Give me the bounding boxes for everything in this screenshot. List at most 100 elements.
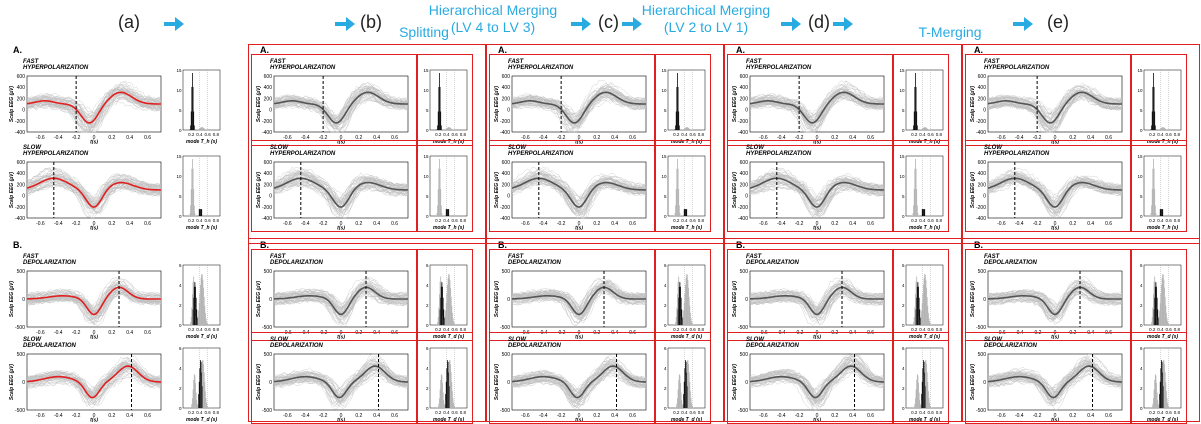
x-axis-label: t(s) bbox=[90, 226, 98, 231]
hist-y-tick-label: 10 bbox=[176, 174, 182, 179]
hist-y-tick-label: 10 bbox=[176, 88, 182, 93]
y-tick-label: 0 bbox=[22, 380, 25, 386]
hist-frame bbox=[183, 156, 220, 216]
right-arrow-icon bbox=[833, 17, 853, 31]
y-tick-label: 200 bbox=[17, 96, 26, 102]
x-tick-label: -0.4 bbox=[54, 330, 63, 336]
y-tick-label: -200 bbox=[15, 119, 25, 125]
y-tick-label: 400 bbox=[17, 171, 26, 177]
y-tick-label: -500 bbox=[15, 325, 25, 331]
stage-label-2: (c) bbox=[598, 12, 619, 33]
right-arrow-icon bbox=[164, 17, 184, 31]
hist-x-tick-label: 0.8 bbox=[213, 218, 220, 223]
y-tick-label: 500 bbox=[17, 352, 26, 358]
right-arrow-icon bbox=[1013, 17, 1033, 31]
hist-x-tick-label: 0.4 bbox=[196, 132, 203, 137]
right-arrow-icon bbox=[622, 17, 642, 31]
hist-bar-black bbox=[201, 209, 202, 216]
cluster-group-box-b bbox=[486, 238, 724, 422]
hist-x-tick-label: 0.6 bbox=[205, 410, 212, 415]
hist-y-tick-label: 2 bbox=[179, 303, 182, 308]
x-tick-label: 0.2 bbox=[108, 413, 115, 419]
stage-label-3: (d) bbox=[808, 12, 830, 33]
y-axis-label: Scalp EEG (µV) bbox=[9, 172, 15, 209]
x-tick-label: -0.4 bbox=[54, 221, 63, 227]
x-tick-label: 0.4 bbox=[126, 221, 133, 227]
x-axis-label: t(s) bbox=[90, 140, 98, 145]
x-tick-label: -0.2 bbox=[72, 330, 81, 336]
hist-x-tick-label: 0.6 bbox=[205, 218, 212, 223]
hist-x-tick-label: 0.4 bbox=[196, 410, 203, 415]
hist-x-tick-label: 0.8 bbox=[213, 132, 220, 137]
hist-x-tick-label: 0.4 bbox=[196, 218, 203, 223]
y-tick-label: 0 bbox=[22, 297, 25, 303]
hist-bar-gray bbox=[195, 215, 196, 216]
hist-y-tick-label: 4 bbox=[179, 366, 182, 371]
right-arrow-icon bbox=[781, 17, 801, 31]
step-label-1: Hierarchical Merging (LV 4 to LV 3) bbox=[428, 2, 558, 36]
hist-x-tick-label: 0.2 bbox=[188, 218, 195, 223]
hist-y-tick-label: 15 bbox=[176, 154, 182, 159]
y-tick-label: 600 bbox=[17, 160, 26, 166]
hist-x-tick-label: 0.6 bbox=[205, 132, 212, 137]
y-axis-label: Scalp EEG (µV) bbox=[9, 364, 15, 401]
cluster-group-box-b bbox=[724, 238, 962, 422]
hist-y-tick-label: 4 bbox=[179, 283, 182, 288]
hist-x-axis-label: mode T_h (s) bbox=[186, 225, 217, 230]
hist-bar-black bbox=[194, 125, 195, 130]
x-tick-label: -0.2 bbox=[72, 413, 81, 419]
y-axis-label: Scalp EEG (µV) bbox=[9, 281, 15, 318]
x-tick-label: -0.6 bbox=[36, 221, 45, 227]
hist-x-tick-label: 0.2 bbox=[188, 132, 195, 137]
x-tick-label: 0.6 bbox=[144, 330, 151, 336]
hist-y-tick-label: 0 bbox=[179, 323, 182, 328]
cluster-group-box-a bbox=[962, 44, 1200, 244]
section-label-b: B. bbox=[13, 240, 22, 250]
y-tick-label: 0 bbox=[22, 108, 25, 114]
y-tick-label: -500 bbox=[15, 408, 25, 414]
x-tick-label: -0.2 bbox=[72, 135, 81, 141]
cluster-group-box-b bbox=[248, 238, 486, 422]
y-tick-label: 600 bbox=[17, 74, 26, 80]
hist-x-tick-label: 0.8 bbox=[213, 327, 220, 332]
y-tick-label: 200 bbox=[17, 182, 26, 188]
x-tick-label: 0.2 bbox=[108, 135, 115, 141]
x-tick-label: 0.6 bbox=[144, 135, 151, 141]
hist-y-tick-label: 0 bbox=[179, 406, 182, 411]
hist-y-tick-label: 2 bbox=[179, 386, 182, 391]
hist-x-tick-label: 0.2 bbox=[188, 327, 195, 332]
cluster-group-box-a bbox=[248, 44, 486, 244]
right-arrow-icon bbox=[335, 17, 355, 31]
hist-y-tick-label: 6 bbox=[179, 263, 182, 268]
cluster-group-box-b bbox=[962, 238, 1200, 422]
step-label-2: Hierarchical Merging (LV 2 to LV 1) bbox=[640, 2, 772, 36]
y-tick-label: -400 bbox=[15, 216, 25, 222]
cluster-group-box-a bbox=[486, 44, 724, 244]
y-axis-label: Scalp EEG (µV) bbox=[9, 86, 15, 123]
x-tick-label: -0.6 bbox=[36, 135, 45, 141]
hist-x-axis-label: mode T_d (s) bbox=[186, 334, 217, 339]
cluster-group-box-a bbox=[724, 44, 962, 244]
x-tick-label: 0.6 bbox=[144, 221, 151, 227]
hist-x-axis-label: mode T_h (s) bbox=[186, 139, 217, 144]
stage-label-1: (b) bbox=[360, 12, 382, 33]
hist-y-tick-label: 0 bbox=[179, 214, 182, 219]
x-tick-label: 0.2 bbox=[108, 330, 115, 336]
hist-x-tick-label: 0.2 bbox=[188, 410, 195, 415]
stage-label-4: (e) bbox=[1047, 12, 1069, 33]
hist-x-tick-label: 0.6 bbox=[205, 327, 212, 332]
y-tick-label: 400 bbox=[17, 85, 26, 91]
hist-y-tick-label: 0 bbox=[179, 128, 182, 133]
y-tick-label: -400 bbox=[15, 130, 25, 136]
hist-y-tick-label: 5 bbox=[179, 108, 182, 113]
x-tick-label: -0.2 bbox=[72, 221, 81, 227]
section-label-a: A. bbox=[13, 45, 22, 55]
hist-x-tick-label: 0.4 bbox=[196, 327, 203, 332]
x-axis-label: t(s) bbox=[90, 335, 98, 340]
